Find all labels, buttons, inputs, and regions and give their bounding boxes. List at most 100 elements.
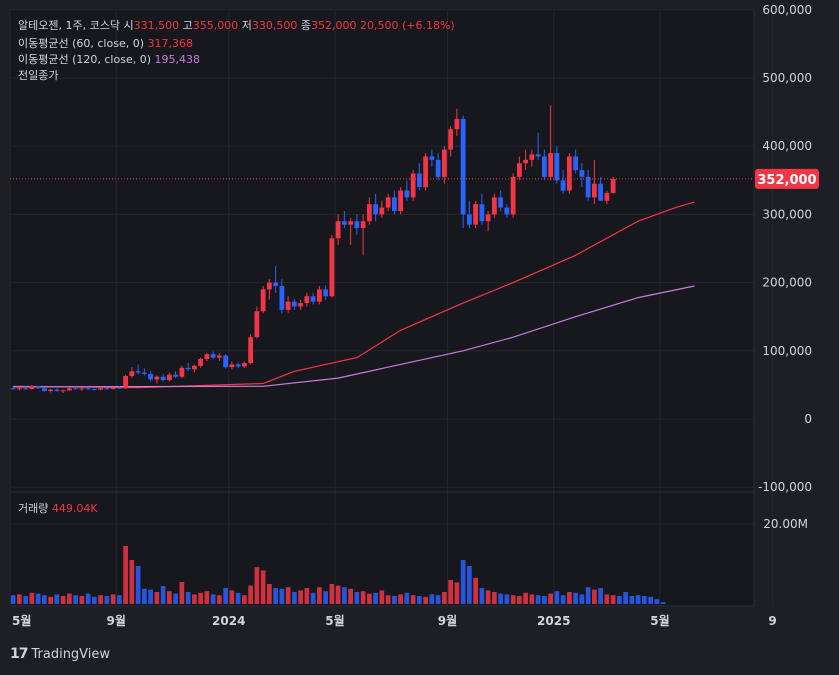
price-tick-label: 500,000 xyxy=(762,71,812,85)
volume-bar xyxy=(17,594,22,604)
candle-body xyxy=(485,214,491,222)
volume-bar xyxy=(504,594,510,604)
symbol-name[interactable]: 알테오젠, 1주, 코스닥 xyxy=(18,19,120,32)
volume-bar xyxy=(598,588,603,604)
volume-bar xyxy=(535,595,541,604)
volume-bar xyxy=(123,546,128,604)
tradingview-text: TradingView xyxy=(31,646,111,662)
volume-bar xyxy=(410,595,416,604)
last-price-badge xyxy=(755,168,819,189)
volume-layer xyxy=(10,546,666,604)
candle-body xyxy=(285,301,291,310)
candle-body xyxy=(104,388,110,390)
candle-body xyxy=(360,221,366,229)
candle-body xyxy=(160,376,166,381)
candle-body xyxy=(85,388,91,390)
volume-bar xyxy=(323,591,328,604)
volume-bar xyxy=(635,595,641,604)
volume-tick-label: 20.00M xyxy=(763,517,808,531)
time-tick-label: 2024 xyxy=(212,614,245,628)
volume-bar xyxy=(617,596,622,604)
time-tick-label: 5월 xyxy=(325,613,344,628)
candle-body xyxy=(329,238,335,297)
candle-body xyxy=(391,197,397,211)
candle-body xyxy=(148,373,154,380)
candle-body xyxy=(229,364,235,368)
candle-body xyxy=(354,221,360,229)
volume-bar xyxy=(560,595,566,604)
ma120-value: 195,438 xyxy=(154,53,201,66)
volume-bar xyxy=(54,594,60,604)
volume-bar xyxy=(92,596,97,604)
volume-bar xyxy=(567,592,572,604)
open-value: 331,500 xyxy=(133,19,180,32)
candle-body xyxy=(191,365,197,370)
volume-bar xyxy=(554,591,560,604)
moving-average-layer xyxy=(13,201,695,389)
prev-close-legend[interactable]: 전일종가 xyxy=(18,68,58,84)
volume-bar xyxy=(360,591,366,604)
volume-bar xyxy=(329,584,335,604)
candle-body xyxy=(223,355,229,368)
candle-body xyxy=(454,118,460,130)
volume-bar xyxy=(285,587,291,604)
ma60-value: 317,368 xyxy=(147,37,194,50)
ma60-legend[interactable]: 이동평균선 (60, close, 0) 317,368 xyxy=(18,36,193,52)
volume-bar xyxy=(242,595,247,604)
volume-bar xyxy=(217,595,222,604)
change-value: 20,500 (+6.18%) xyxy=(359,19,455,32)
volume-bar xyxy=(529,594,535,604)
volume-bar xyxy=(517,596,522,604)
last-price-label: 352,000 xyxy=(757,173,816,188)
time-tick-label: 9 xyxy=(768,614,776,628)
volume-bar xyxy=(448,580,453,604)
candle-body xyxy=(273,282,279,287)
volume-legend[interactable]: 거래량 449.04K xyxy=(18,500,98,516)
volume-bar xyxy=(198,592,203,604)
candle-body xyxy=(123,376,129,389)
candle-body xyxy=(23,388,29,390)
candle-body xyxy=(385,197,391,208)
volume-bar xyxy=(10,595,16,604)
volume-bar xyxy=(548,593,553,604)
volume-bar xyxy=(660,602,666,604)
ma60-line xyxy=(13,201,695,389)
volume-bar xyxy=(467,566,472,604)
close-label: 종 xyxy=(300,19,311,32)
price-tick-label: 0 xyxy=(804,412,812,426)
candle-body xyxy=(604,192,610,201)
open-label: 시 xyxy=(123,19,134,32)
volume-bar xyxy=(435,595,441,604)
ma60-label: 이동평균선 (60, close, 0) xyxy=(18,37,144,50)
volume-bar xyxy=(73,595,78,604)
candle-body xyxy=(560,180,566,191)
ma120-label: 이동평균선 (120, close, 0) xyxy=(18,53,151,66)
candle-body xyxy=(610,178,616,193)
price-tick-label: 200,000 xyxy=(762,276,812,290)
candle-body xyxy=(591,183,597,198)
volume-bar xyxy=(60,596,66,604)
volume-bar xyxy=(110,594,116,604)
volume-bar xyxy=(604,594,610,604)
candle-body xyxy=(91,388,97,390)
ma120-legend[interactable]: 이동평균선 (120, close, 0) 195,438 xyxy=(18,52,200,68)
volume-bar xyxy=(348,588,353,604)
candle-body xyxy=(248,337,254,364)
candle-body xyxy=(35,386,41,389)
price-tick-label: 300,000 xyxy=(762,207,812,221)
plot-background xyxy=(10,10,754,606)
volume-bar xyxy=(160,586,166,604)
candle-body xyxy=(135,371,141,373)
candle-body xyxy=(310,296,316,302)
candle-body xyxy=(460,118,466,215)
candle-body xyxy=(241,363,247,367)
candle-body xyxy=(516,163,522,177)
volume-value: 449.04K xyxy=(51,502,98,515)
candle-body xyxy=(210,354,216,358)
tradingview-brand[interactable]: 17 TradingView xyxy=(10,646,110,662)
time-tick-label: 9월 xyxy=(438,613,457,628)
volume-bar xyxy=(173,593,178,604)
candle-body xyxy=(254,311,260,338)
volume-bar xyxy=(398,594,403,604)
